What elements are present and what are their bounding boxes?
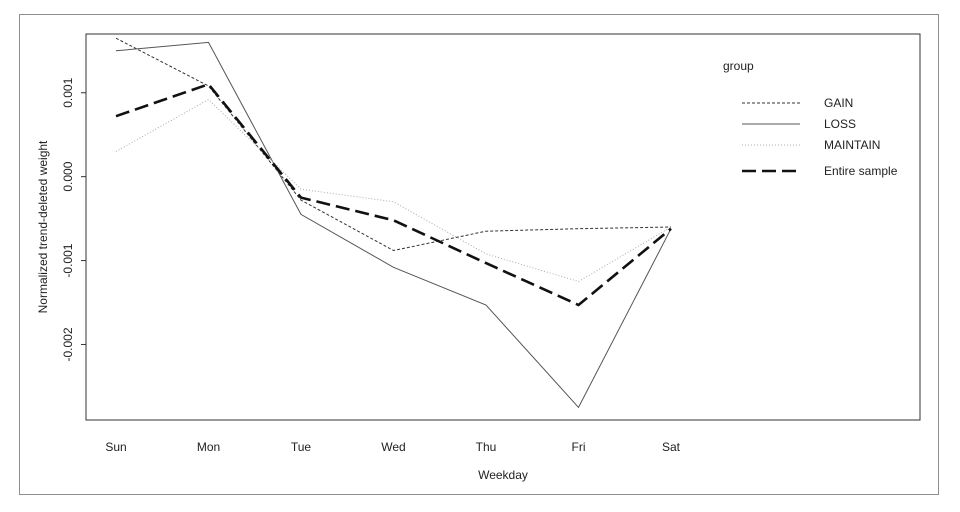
legend-label: MAINTAIN	[824, 138, 880, 152]
x-tick-label: Sat	[662, 440, 681, 454]
legend-label: Entire sample	[824, 164, 898, 178]
series-lines	[115, 37, 672, 409]
x-tick-label: Sun	[105, 440, 126, 454]
y-tick-label: 0.001	[61, 77, 75, 107]
legend-label: GAIN	[824, 96, 853, 110]
y-axis-label: Normalized trend-deleted weight	[36, 140, 50, 313]
plot-area	[85, 33, 921, 421]
series-line-gain	[115, 37, 672, 252]
line-chart: 0.001 0.000 -0.001 -0.002 Sun Mon Tue Wed Thu Fr…	[36, 33, 921, 482]
legend-label: LOSS	[824, 117, 856, 131]
y-axis: 0.001 0.000 -0.001 -0.002	[61, 77, 86, 361]
x-axis: Sun Mon Tue Wed Thu Fri Sat	[105, 440, 680, 454]
x-axis-label: Weekday	[478, 468, 528, 482]
x-tick-label: Wed	[381, 440, 405, 454]
x-tick-label: Tue	[291, 440, 312, 454]
y-tick-label: 0.000	[61, 161, 75, 191]
chart-frame: 0.001 0.000 -0.001 -0.002 Sun Mon Tue Wed Thu Fr…	[19, 14, 939, 495]
y-tick-label: -0.001	[61, 243, 75, 277]
series-line-entire-sample	[115, 82, 672, 307]
series-line-loss	[115, 41, 672, 409]
series-line-maintain	[115, 98, 672, 283]
legend-title: group	[723, 59, 754, 73]
y-tick-label: -0.002	[61, 327, 75, 361]
x-tick-label: Mon	[197, 440, 220, 454]
x-tick-label: Fri	[572, 440, 586, 454]
x-tick-label: Thu	[476, 440, 497, 454]
legend: group GAIN LOSS MAINTAIN Entire sample	[723, 59, 898, 178]
